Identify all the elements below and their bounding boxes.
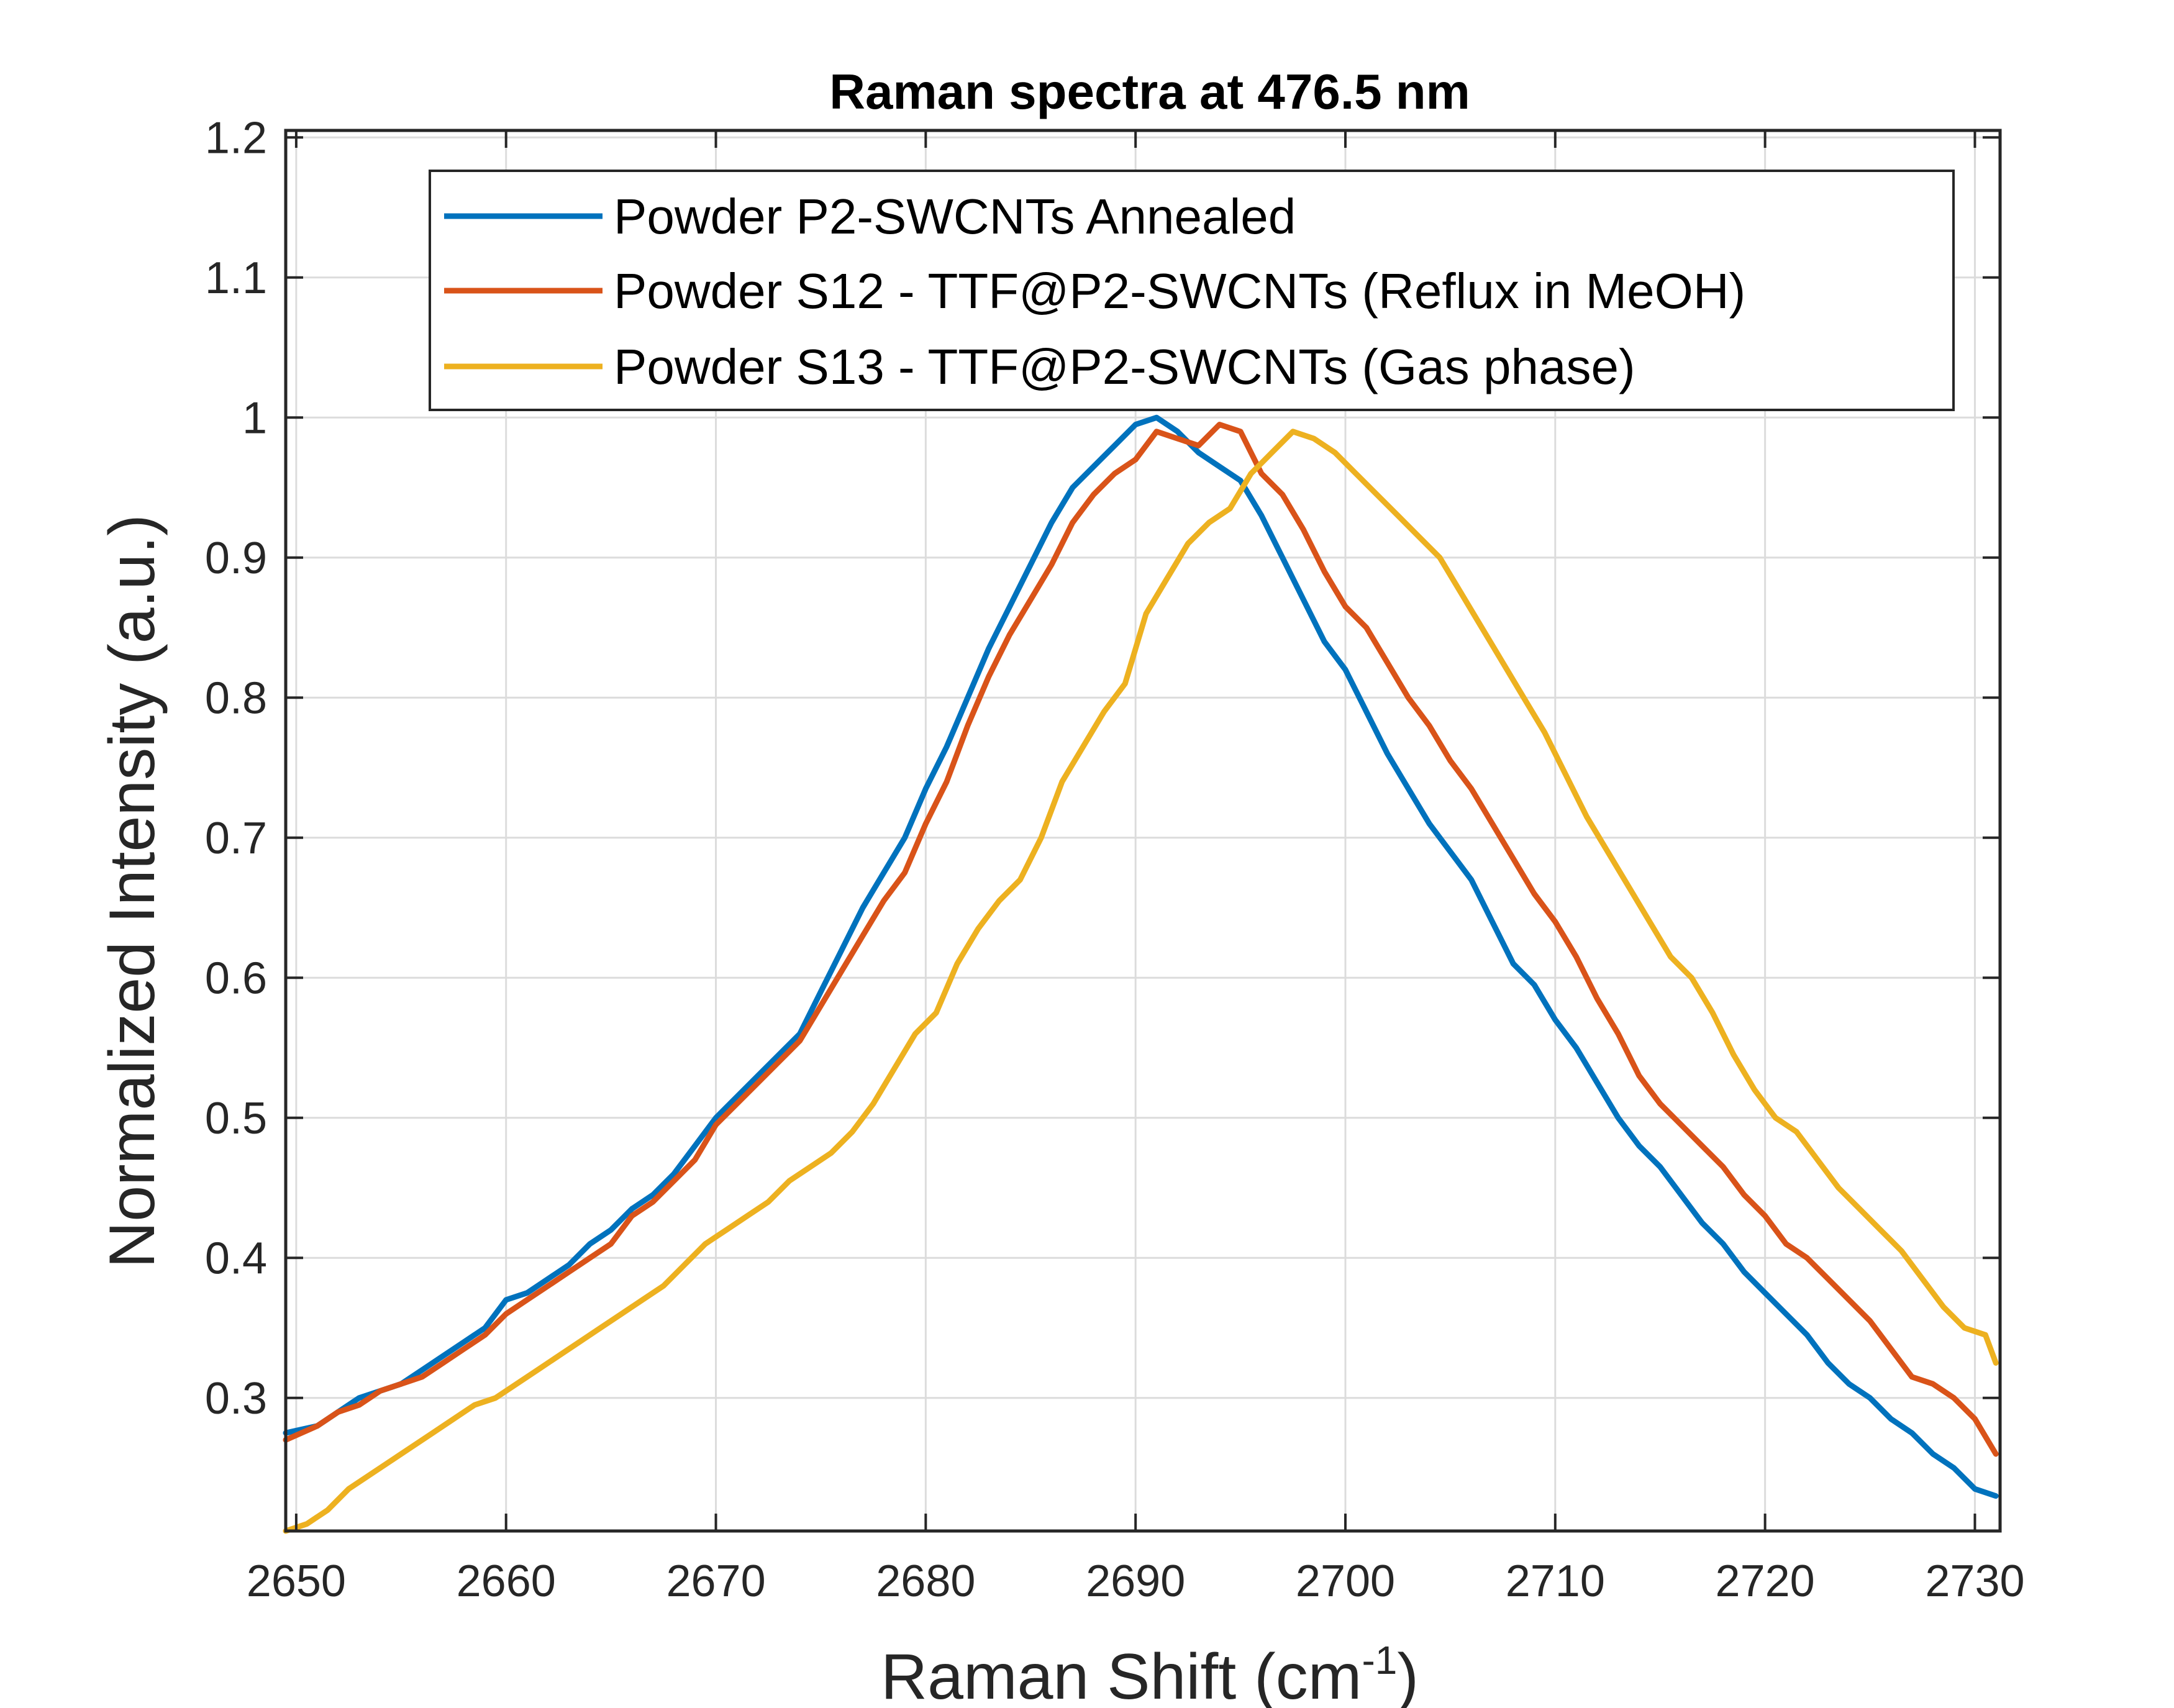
x-axis-label-main: Raman Shift (cm bbox=[881, 1641, 1362, 1708]
x-tick-label: 2680 bbox=[876, 1556, 975, 1606]
x-tick-label: 2730 bbox=[1925, 1556, 2024, 1606]
y-tick-label: 0.4 bbox=[205, 1233, 267, 1283]
series-line-2 bbox=[283, 429, 1999, 1534]
x-tick-label: 2660 bbox=[457, 1556, 556, 1606]
axes-box bbox=[284, 129, 2002, 1533]
tick-marks bbox=[286, 130, 2000, 1531]
tick-labels: 2650 2660 2670 2680 2690 2700 2710 2720 2730 0.3 0… bbox=[205, 113, 2025, 1606]
chart-title: Raman spectra at 476.5 nm bbox=[829, 64, 1470, 119]
series-line-1 bbox=[283, 422, 1999, 1457]
y-tick-label: 0.9 bbox=[205, 534, 267, 583]
x-tick-label: 2690 bbox=[1086, 1556, 1185, 1606]
x-tick-label: 2650 bbox=[247, 1556, 346, 1606]
y-tick-label: 0.8 bbox=[205, 673, 267, 723]
y-tick-label: 1 bbox=[242, 393, 267, 443]
y-tick-label: 0.3 bbox=[205, 1374, 267, 1424]
x-tick-label: 2670 bbox=[666, 1556, 765, 1606]
x-tick-label: 2710 bbox=[1506, 1556, 1605, 1606]
series-lines bbox=[283, 414, 1999, 1534]
x-axis-label-superscript: -1 bbox=[1362, 1638, 1397, 1683]
y-tick-label: 1.1 bbox=[205, 253, 267, 303]
legend-label-s13: Powder S13 - TTF@P2-SWCNTs (Gas phase) bbox=[614, 339, 1635, 394]
y-tick-label: 0.7 bbox=[205, 814, 267, 863]
y-tick-label: 0.6 bbox=[205, 953, 267, 1003]
y-tick-label: 1.2 bbox=[205, 113, 267, 163]
x-axis-label-close: ) bbox=[1397, 1641, 1419, 1708]
legend-box bbox=[429, 170, 1955, 411]
legend-label-s12: Powder S12 - TTF@P2-SWCNTs (Reflux in Me… bbox=[614, 263, 1745, 319]
y-tick-label: 0.5 bbox=[205, 1094, 267, 1143]
x-tick-label: 2720 bbox=[1716, 1556, 1815, 1606]
x-tick-label: 2700 bbox=[1296, 1556, 1395, 1606]
x-axis-label: Raman Shift (cm-1) bbox=[881, 1638, 1419, 1708]
y-axis-label: Normalized Intensity (a.u.) bbox=[96, 514, 168, 1268]
legend-label-annealed: Powder P2-SWCNTs Annealed bbox=[614, 189, 1296, 244]
series-line-0 bbox=[283, 414, 1999, 1499]
legend: Powder P2-SWCNTs Annealed Powder S12 - T… bbox=[429, 170, 1955, 411]
